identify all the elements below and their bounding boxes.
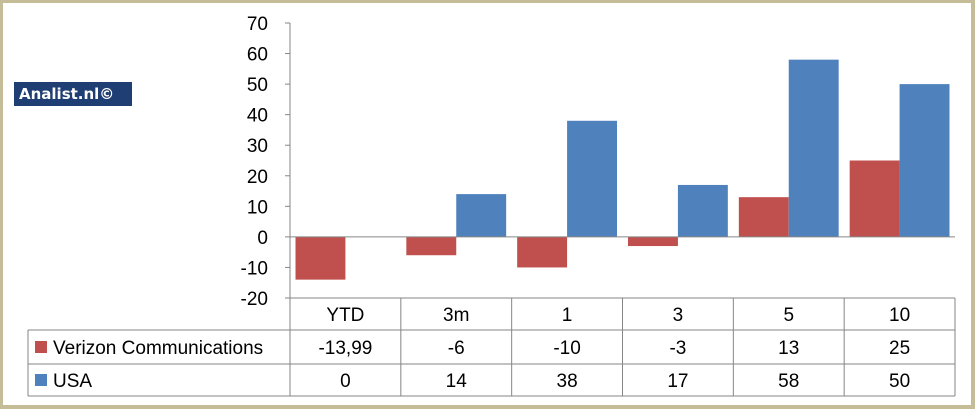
y-tick-label: 40 [247, 106, 268, 127]
data-table-value: -6 [448, 338, 465, 359]
y-tick-label: 0 [257, 228, 268, 249]
data-table-value: -3 [669, 338, 686, 359]
y-tick-label: 30 [247, 136, 268, 157]
category-label: 3m [443, 305, 469, 326]
bar-verizon-communications-3 [628, 236, 678, 247]
data-table-value: 17 [667, 371, 688, 392]
bar-verizon-communications-0 [295, 236, 346, 280]
bar-usa-2 [567, 120, 617, 237]
y-tick-label: 70 [247, 14, 268, 35]
data-table-value: 58 [778, 371, 799, 392]
bar-usa-3 [677, 184, 728, 237]
bar-usa-1 [456, 194, 507, 237]
bar-verizon-communications-4 [738, 197, 789, 237]
data-table-value: 25 [889, 338, 910, 359]
legend-key-0 [35, 341, 47, 353]
bar-usa-5 [899, 84, 950, 237]
data-table-value: -13,99 [318, 338, 372, 359]
data-table-value: 14 [446, 371, 468, 392]
data-table-value: 50 [889, 371, 910, 392]
y-tick-label: 50 [247, 75, 268, 96]
category-label: 3 [673, 305, 684, 326]
bar-usa-4 [788, 59, 839, 237]
category-label: 1 [562, 305, 573, 326]
y-tick-label: -20 [241, 289, 268, 310]
category-label: YTD [326, 305, 364, 326]
legend-key-1 [35, 374, 47, 386]
data-table-value: 38 [557, 371, 578, 392]
category-label: 5 [783, 305, 794, 326]
data-table-value: -10 [553, 338, 580, 359]
legend-label-1: USA [53, 371, 92, 392]
legend-label-0: Verizon Communications [53, 338, 263, 359]
bar-verizon-communications-2 [517, 236, 568, 268]
y-tick-label: 20 [247, 167, 268, 188]
y-tick-label: 10 [247, 197, 268, 218]
category-label: 10 [889, 305, 910, 326]
bar-verizon-communications-1 [406, 236, 457, 256]
y-tick-label: 60 [247, 45, 268, 66]
data-table-value: 0 [340, 371, 351, 392]
data-table-value: 13 [778, 338, 799, 359]
y-tick-label: -10 [241, 258, 268, 279]
bar-verizon-communications-5 [849, 160, 900, 237]
watermark-badge: Analist.nl© [14, 82, 132, 106]
